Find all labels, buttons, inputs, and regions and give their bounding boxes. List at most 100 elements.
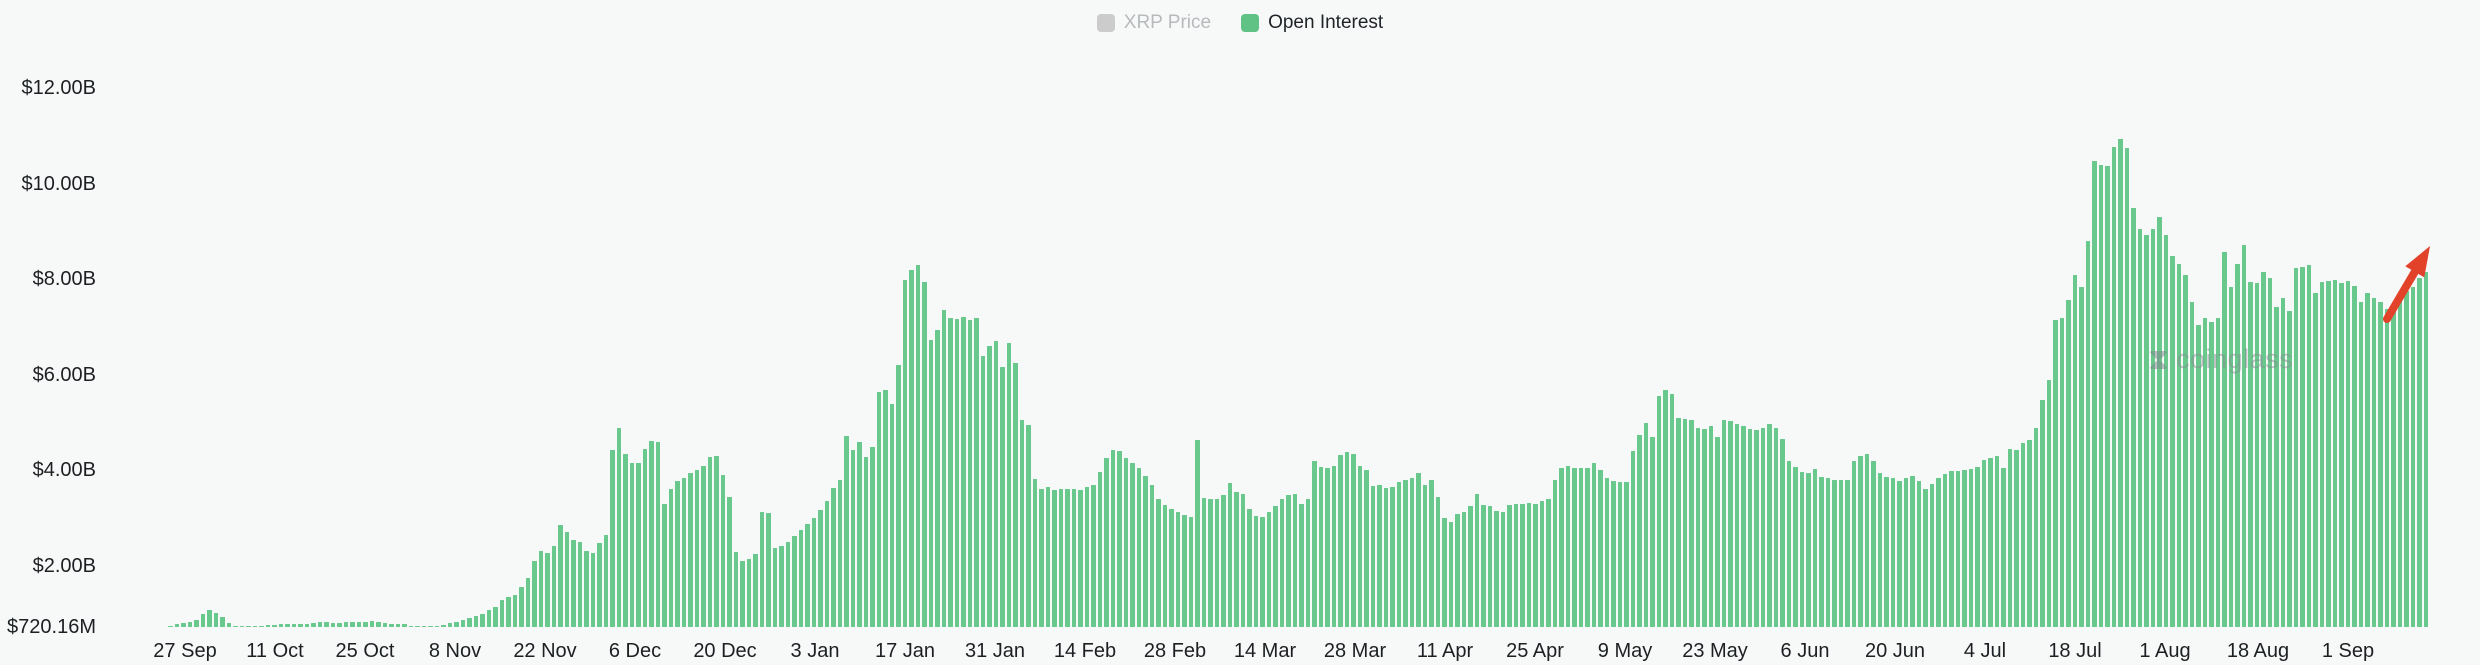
open-interest-bar <box>1598 470 1603 627</box>
open-interest-bar <box>1273 506 1278 627</box>
x-axis-label: 20 Jun <box>1864 640 1926 662</box>
open-interest-bar <box>863 457 869 627</box>
open-interest-bar <box>1572 467 1577 627</box>
open-interest-bar <box>2352 286 2357 627</box>
open-interest-bar <box>382 623 388 627</box>
open-interest-bar <box>350 621 355 627</box>
legend-label-xrp-price: XRP Price <box>1123 12 1212 33</box>
open-interest-bar <box>922 281 927 627</box>
open-interest-bar <box>1825 478 1831 627</box>
open-interest-bar <box>1585 468 1590 627</box>
open-interest-bar <box>1435 496 1441 627</box>
open-interest-bar <box>2131 207 2136 627</box>
open-interest-bar <box>987 346 992 627</box>
open-interest-bar <box>1383 487 1389 627</box>
open-interest-bar <box>2274 306 2279 627</box>
open-interest-bar <box>486 610 492 627</box>
open-interest-bar <box>2378 302 2383 627</box>
open-interest-bar <box>993 341 999 627</box>
open-interest-bar <box>2391 310 2396 627</box>
open-interest-bar <box>2053 319 2058 627</box>
open-interest-bar <box>363 622 368 627</box>
open-interest-bar <box>1331 465 1337 627</box>
open-interest-bar <box>246 625 251 627</box>
open-interest-bar <box>1871 460 1876 627</box>
open-interest-bar <box>2098 164 2104 627</box>
open-interest-bar <box>2313 292 2318 627</box>
open-interest-bar <box>421 625 427 627</box>
open-interest-bar <box>1734 423 1740 627</box>
open-interest-bar <box>1201 498 1207 627</box>
open-interest-bar <box>2222 252 2227 627</box>
legend-label-open-interest: Open Interest <box>1268 12 1384 33</box>
open-interest-bar <box>2059 317 2065 627</box>
open-interest-bar <box>506 597 511 627</box>
open-interest-bar <box>2124 148 2130 627</box>
open-interest-bar <box>1793 466 1798 627</box>
open-interest-bar <box>1637 434 1642 627</box>
open-interest-bar <box>883 390 888 627</box>
open-interest-bar <box>837 479 843 627</box>
open-interest-bar <box>1058 489 1064 627</box>
open-interest-bar <box>1136 468 1142 627</box>
y-axis-label: $2.00B <box>32 554 96 577</box>
open-interest-bar <box>1000 367 1005 627</box>
open-interest-bar <box>824 501 830 627</box>
open-interest-bar <box>2241 245 2247 627</box>
open-interest-bar <box>1279 499 1285 627</box>
open-interest-bar <box>1923 489 1928 627</box>
open-interest-bar <box>1728 421 1733 627</box>
open-interest-bar <box>1741 426 1746 627</box>
open-interest-bar <box>2384 308 2390 627</box>
open-interest-bar <box>1760 428 1766 627</box>
open-interest-bar <box>642 448 648 627</box>
legend-item-open-interest[interactable]: Open Interest <box>1241 12 1383 34</box>
x-axis-label: 17 Jan <box>874 640 936 662</box>
x-axis-label: 31 Jan <box>964 640 1026 662</box>
open-interest-bar <box>720 475 726 627</box>
open-interest-bar <box>623 453 628 627</box>
open-interest-bar <box>1819 477 1824 627</box>
open-interest-bar <box>1019 420 1025 627</box>
open-interest-bar <box>1676 417 1681 627</box>
open-interest-bar <box>558 525 563 627</box>
open-interest-bar <box>519 586 524 627</box>
open-interest-bar <box>2202 317 2208 627</box>
x-axis-label: 3 Jan <box>790 640 840 662</box>
open-interest-bar <box>1578 468 1584 627</box>
open-interest-bar <box>1903 477 1909 627</box>
open-interest-bar <box>1117 451 1122 627</box>
open-interest-bar <box>1461 512 1467 627</box>
open-interest-bar <box>1546 499 1551 627</box>
open-interest-bar <box>779 545 784 627</box>
legend-item-xrp-price[interactable]: XRP Price <box>1096 12 1212 34</box>
open-interest-bar <box>1065 488 1070 627</box>
open-interest-bar <box>1084 486 1090 627</box>
open-interest-bar <box>1091 484 1096 627</box>
open-interest-bar <box>857 441 862 627</box>
open-interest-bar <box>636 462 641 627</box>
open-interest-bar <box>2176 263 2182 627</box>
open-interest-bar <box>1143 476 1148 627</box>
x-axis-label: 6 Dec <box>608 640 662 662</box>
open-interest-bar <box>2066 299 2071 627</box>
open-interest-bar <box>564 531 570 627</box>
open-interest-bar <box>935 330 940 627</box>
open-interest-bar <box>2118 139 2123 627</box>
open-interest-bar <box>1416 472 1421 627</box>
open-interest-bar <box>259 625 264 627</box>
open-interest-bar <box>1845 480 1850 627</box>
open-interest-bar <box>226 623 232 627</box>
open-interest-bar <box>1481 504 1486 627</box>
open-interest-bar <box>532 561 537 627</box>
open-interest-bar <box>707 457 713 627</box>
open-interest-bar <box>265 625 271 627</box>
open-interest-bar <box>1494 510 1499 627</box>
open-interest-bar <box>1442 518 1447 627</box>
open-interest-bar <box>2033 428 2039 627</box>
open-interest-bar <box>974 317 979 627</box>
open-interest-bar <box>2196 325 2201 627</box>
open-interest-bar <box>1377 484 1382 627</box>
